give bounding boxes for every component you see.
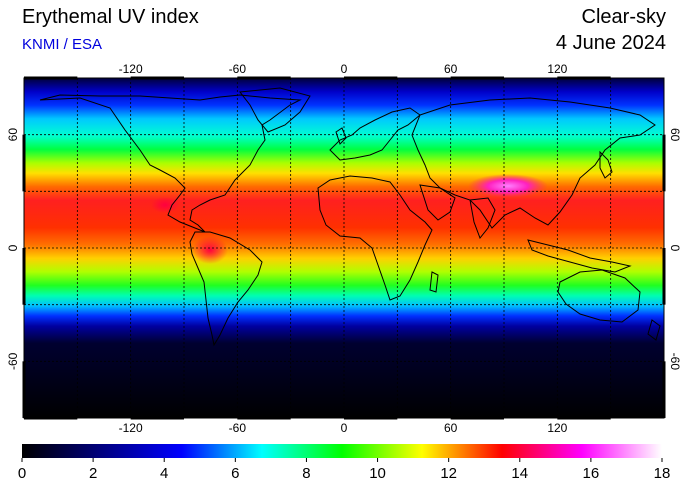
lon-tick-label-bottom: -120 — [119, 421, 143, 435]
lon-tick-label-top: 60 — [444, 62, 458, 76]
japan-coast — [599, 150, 613, 179]
lat-tick-label-right: -60 — [668, 353, 682, 371]
indonesia-coast — [527, 239, 632, 273]
north-america-coast — [39, 94, 302, 233]
lon-tick-label-bottom: 60 — [444, 421, 458, 435]
greenland-coast — [239, 87, 311, 133]
lat-tick-label-left: 0 — [6, 244, 20, 251]
india-coast — [469, 197, 496, 239]
lon-tick-label-bottom: 120 — [547, 421, 567, 435]
axis-tick-labels: -120 -120 -60 -60 0 0 60 60 120 120 60 0 -60 60 0 -60 — [6, 62, 682, 435]
lat-tick-label-left: 60 — [6, 128, 20, 142]
lat-tick-label-left: -60 — [6, 352, 20, 370]
map-title: Erythemal UV index — [22, 6, 199, 28]
lon-tick-label-top: 120 — [547, 62, 567, 76]
colorbar-tick-label: 18 — [654, 465, 671, 482]
mexico-uv-hotspot — [151, 197, 179, 213]
lon-tick-label-top: -60 — [229, 62, 247, 76]
colorbar-tick-label: 16 — [583, 465, 600, 482]
africa-coast — [317, 175, 433, 301]
colorbar-tick-label: 8 — [302, 465, 310, 482]
lon-tick-label-bottom: 0 — [341, 421, 348, 435]
lon-tick-label-bottom: -60 — [229, 421, 247, 435]
colorbar-labels: 0 2 4 6 8 10 12 14 16 18 — [18, 458, 671, 482]
asia-coast — [411, 97, 656, 229]
sky-mode-label: Clear-sky — [581, 6, 666, 28]
lat-tick-label-right: 0 — [668, 245, 682, 252]
colorbar-tick-label: 14 — [511, 465, 528, 482]
source-credit: KNMI / ESA — [22, 36, 103, 53]
colorbar-tick-label: 0 — [18, 465, 26, 482]
lon-tick-label-top: -120 — [119, 62, 143, 76]
map-date: 4 June 2024 — [555, 32, 666, 54]
coastlines — [39, 87, 661, 347]
arabia-coast — [419, 184, 456, 221]
graticule — [24, 78, 664, 418]
new-zealand-coast — [647, 319, 661, 341]
australia-coast — [557, 269, 641, 323]
andes-uv-hotspot — [192, 236, 228, 264]
tibet-uv-hotspot — [468, 174, 548, 198]
uk-coast — [335, 127, 347, 145]
europe-coast — [329, 107, 421, 161]
colorbar-tick-label: 12 — [440, 465, 457, 482]
madagascar-coast — [429, 271, 439, 293]
colorbar-tick-label: 2 — [89, 465, 97, 482]
frame-tick-marks — [22, 76, 666, 420]
south-america-coast — [189, 231, 263, 347]
colorbar-tick-label: 6 — [231, 465, 239, 482]
colorbar-tick-label: 4 — [160, 465, 168, 482]
colorbar-tick-label: 10 — [369, 465, 386, 482]
lat-tick-label-right: 60 — [668, 128, 682, 142]
colorbar — [22, 444, 662, 458]
lon-tick-label-top: 0 — [341, 62, 348, 76]
